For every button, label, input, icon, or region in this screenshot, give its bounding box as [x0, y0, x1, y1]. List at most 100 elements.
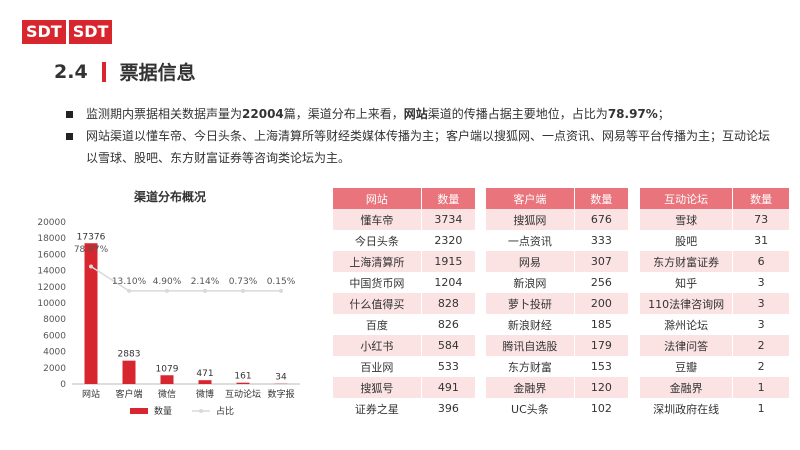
table-header-row: 客户端 数量	[486, 188, 630, 209]
logo-text-2: SDT	[68, 20, 113, 44]
x-tick-label: 微博	[196, 388, 214, 400]
source-name-cell: 网易	[486, 251, 575, 272]
table-row: 豆瓣 2	[640, 356, 790, 377]
count-cell: 584	[421, 335, 477, 356]
share-label: 13.10%	[112, 277, 147, 287]
count-cell: 2	[732, 335, 790, 356]
share-point	[127, 288, 131, 293]
share-label: 0.73%	[229, 277, 258, 287]
count-cell: 256	[574, 272, 630, 293]
count-cell: 73	[732, 209, 790, 230]
legend-label-share: 占比	[216, 405, 234, 417]
table-row: 什么值得买 828	[333, 293, 477, 314]
source-name-cell: 百度	[333, 314, 422, 335]
y-tick-label: 20000	[37, 218, 66, 228]
bar-value-label: 2883	[118, 350, 141, 360]
table-row: 法律问答 2	[640, 335, 790, 356]
table-header-row: 网站 数量	[333, 188, 477, 209]
count-cell: 1	[732, 377, 790, 398]
y-tick-label: 18000	[37, 234, 66, 244]
count-cell: 3	[732, 314, 790, 335]
y-tick-label: 14000	[37, 267, 66, 277]
bar-value-label: 34	[275, 373, 287, 383]
website-table: 网站 数量 懂车帝 3734 今日头条 2320 上海清算所 1915 中国货币网 1204 什么值…	[333, 188, 477, 419]
chart-title: 渠道分布概况	[133, 190, 206, 204]
source-name-cell: 萝卜投研	[486, 293, 575, 314]
header-count: 数量	[574, 188, 630, 209]
bullet-1: 监测期内票据相关数据声量为22004篇，渠道分布上来看，网站渠道的传播占据主要地…	[60, 103, 775, 125]
table-row: 知乎 3	[640, 272, 790, 293]
section-title: 票据信息	[119, 62, 196, 84]
bullet-1-pre: 监测期内票据相关数据声量为	[86, 107, 243, 121]
count-cell: 826	[421, 314, 477, 335]
count-cell: 3734	[421, 209, 477, 230]
table-row: 网易 307	[486, 251, 630, 272]
source-name-cell: 懂车帝	[333, 209, 422, 230]
source-name-cell: 金融界	[640, 377, 734, 398]
count-cell: 1204	[421, 272, 477, 293]
bar-value-label: 471	[196, 369, 213, 379]
count-cell: 102	[574, 398, 630, 419]
count-cell: 2320	[421, 230, 477, 251]
x-tick-label: 互动论坛	[225, 388, 261, 400]
count-cell: 307	[574, 251, 630, 272]
y-tick-label: 6000	[43, 331, 66, 341]
x-tick-label: 网站	[82, 388, 100, 400]
bullet-1-mid2: 渠道的传播占据主要地位，占比为	[427, 107, 608, 121]
table-row: 百度 826	[333, 314, 477, 335]
count-cell: 1915	[421, 251, 477, 272]
share-point	[241, 288, 245, 293]
section-accent-bar	[101, 61, 106, 82]
count-cell: 185	[574, 314, 630, 335]
count-cell: 533	[421, 356, 477, 377]
summary-bullets: 监测期内票据相关数据声量为22004篇，渠道分布上来看，网站渠道的传播占据主要地…	[60, 103, 775, 169]
header-count: 数量	[421, 188, 477, 209]
table-row: 小红书 584	[333, 335, 477, 356]
chart-svg: 0 2000 4000 6000 8000 10000 12000 14000 16000 180…	[37, 218, 300, 417]
forum-table: 互动论坛 数量 雪球 73 股吧 31 东方财富证券 6 知乎 3 110法律咨询网 3 滁州论坛 3 法律…	[640, 188, 790, 419]
count-cell: 333	[574, 230, 630, 251]
count-cell: 828	[421, 293, 477, 314]
bullet-1-pct: 78.97%	[607, 107, 658, 121]
table-row: 金融界 1	[640, 377, 790, 398]
table-row: 中国货币网 1204	[333, 272, 477, 293]
bullet-square-icon	[66, 111, 73, 118]
count-cell: 6	[732, 251, 790, 272]
client-table: 客户端 数量 搜狐网 676 一点资讯 333 网易 307 新浪网 256 萝卜投研 200 新浪财经…	[486, 188, 630, 419]
bar	[160, 375, 174, 384]
table-row: 百业网 533	[333, 356, 477, 377]
table-row: 东方财富证券 6	[640, 251, 790, 272]
source-name-cell: UC头条	[486, 398, 575, 419]
share-point	[203, 288, 207, 293]
count-cell: 3	[732, 272, 790, 293]
source-name-cell: 新浪财经	[486, 314, 575, 335]
source-name-cell: 上海清算所	[333, 251, 422, 272]
x-tick-label: 微信	[158, 388, 176, 400]
table-row: 懂车帝 3734	[333, 209, 477, 230]
source-name-cell: 什么值得买	[333, 293, 422, 314]
y-tick-label: 10000	[37, 299, 66, 309]
bullet-2-text: 网站渠道以懂车帝、今日头条、上海清算所等财经类媒体传播为主；客户端以搜狐网、一点…	[86, 129, 771, 165]
table-row: 金融界 120	[486, 377, 630, 398]
bullet-square-icon	[66, 133, 73, 140]
section-header: 2.4 票据信息	[54, 58, 196, 85]
legend-label-count: 数量	[154, 405, 172, 417]
source-name-cell: 东方财富	[486, 356, 575, 377]
count-cell: 120	[574, 377, 630, 398]
bullet-1-end: ；	[657, 107, 670, 121]
table-row: 证券之星 396	[333, 398, 477, 419]
count-cell: 491	[421, 377, 477, 398]
bar	[236, 382, 250, 384]
source-name-cell: 证券之星	[333, 398, 422, 419]
bar-value-label: 161	[234, 372, 251, 382]
table-row: 上海清算所 1915	[333, 251, 477, 272]
share-line	[90, 265, 281, 292]
table-row: 新浪财经 185	[486, 314, 630, 335]
count-cell: 676	[574, 209, 630, 230]
y-tick-label: 12000	[37, 283, 66, 293]
share-label: 4.90%	[153, 277, 182, 287]
bar	[84, 243, 98, 384]
count-cell: 200	[574, 293, 630, 314]
source-name-cell: 一点资讯	[486, 230, 575, 251]
share-point	[165, 288, 169, 293]
